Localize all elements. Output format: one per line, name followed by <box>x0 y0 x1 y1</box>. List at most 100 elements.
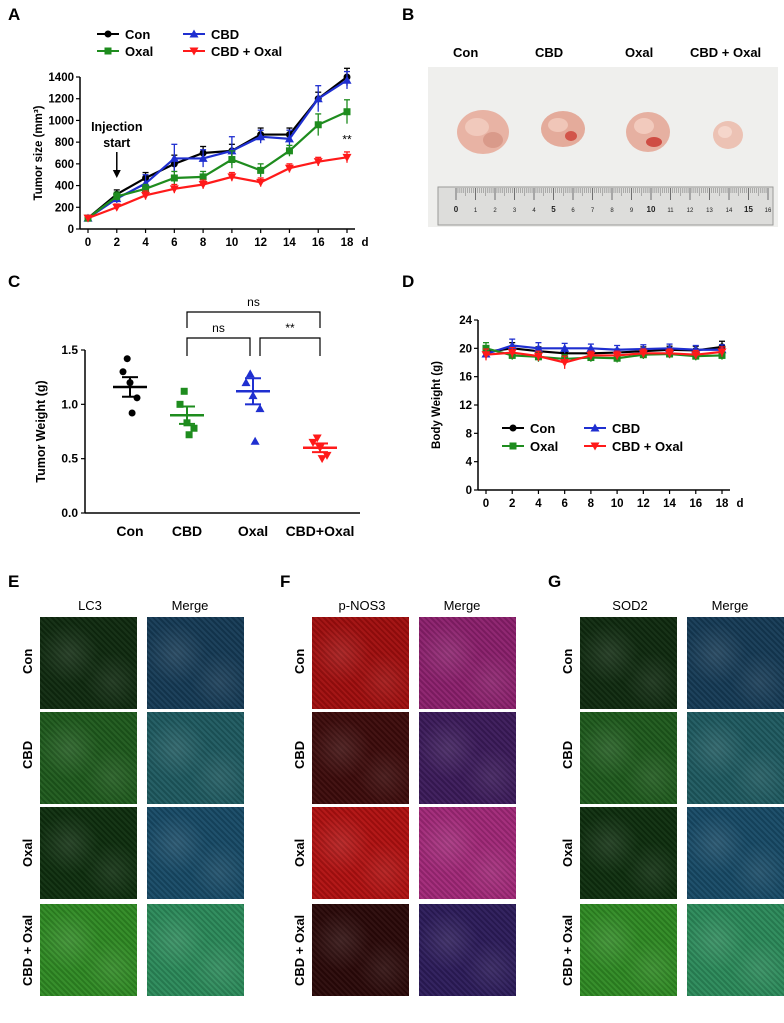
y-axis-label: Tumor Weight (g) <box>34 380 48 482</box>
series-line <box>87 76 348 219</box>
data-point <box>342 153 352 162</box>
if-merge-image <box>687 617 784 709</box>
annotation-injection: Injection <box>91 120 142 134</box>
ruler-number: 5 <box>551 205 556 214</box>
x-tick-label: 10 <box>225 237 238 249</box>
legend-label: Oxal <box>530 439 558 454</box>
x-tick-label: 16 <box>689 498 702 510</box>
data-point <box>313 158 323 167</box>
if-marker-image <box>312 617 409 709</box>
data-point <box>169 153 179 162</box>
x-tick-label: 8 <box>588 498 595 510</box>
data-point <box>481 351 491 360</box>
y-tick-label: 1400 <box>48 72 74 84</box>
data-point <box>586 351 596 360</box>
ruler-number: 14 <box>726 208 733 214</box>
photo-label-cbd-oxal: CBD + Oxal <box>690 45 762 60</box>
row-label: Con <box>292 648 307 674</box>
data-point <box>256 132 266 141</box>
y-tick-label: 24 <box>459 315 472 327</box>
data-point <box>313 94 323 103</box>
data-point <box>284 164 294 173</box>
data-point <box>257 166 265 174</box>
if-marker-image <box>580 617 677 709</box>
photo-label-cbd: CBD <box>535 45 564 60</box>
series-cbd-oxal <box>481 346 727 369</box>
if-marker-image <box>580 904 677 996</box>
series-cbd-oxal <box>83 151 352 223</box>
legend-item: Oxal <box>502 439 558 454</box>
y-axis-label: Tumor size (mm³) <box>33 105 45 200</box>
ruler-number: 4 <box>532 208 536 214</box>
data-point <box>170 174 178 182</box>
ruler-number: 12 <box>687 208 694 214</box>
legend-marker <box>509 424 517 432</box>
x-tick-label: 2 <box>509 498 515 510</box>
ruler-number: 9 <box>630 208 634 214</box>
data-point <box>560 343 570 352</box>
y-tick-label: 8 <box>466 428 473 440</box>
category-label: CBD <box>172 523 202 539</box>
row-label: CBD <box>560 740 575 769</box>
ruler-number: 8 <box>610 208 614 214</box>
data-point <box>343 108 351 116</box>
data-point <box>507 349 517 358</box>
if-merge-image <box>687 904 784 996</box>
group-cbd <box>170 387 204 439</box>
legend-item: Con <box>97 27 150 42</box>
data-point <box>141 191 151 200</box>
ruler-number: 3 <box>513 208 517 214</box>
if-marker-image <box>40 904 137 996</box>
legend-marker <box>189 29 199 38</box>
if-marker-image <box>312 904 409 996</box>
column-header-merge: Merge <box>711 598 749 613</box>
y-tick-label: 400 <box>55 181 74 193</box>
injection-arrowhead <box>112 170 121 178</box>
column-header-marker: p-NOS3 <box>338 598 386 613</box>
if-marker-image <box>40 712 137 804</box>
data-point <box>533 352 543 361</box>
column-header-merge: Merge <box>171 598 209 613</box>
data-point <box>250 436 260 445</box>
x-tick-label: 4 <box>142 237 149 249</box>
panel-letter-e: E <box>8 572 20 591</box>
data-point <box>560 359 570 367</box>
y-tick-label: 12 <box>459 400 472 412</box>
column-header-marker: LC3 <box>78 598 102 613</box>
x-tick-label: 14 <box>283 237 296 249</box>
x-tick-label: 8 <box>200 237 207 249</box>
category-label: CBD+Oxal <box>286 523 355 539</box>
if-merge-image <box>419 712 516 804</box>
data-point <box>586 343 596 352</box>
tumor-size-line-chart: 0 200 400 600 800 1000 1200 1400 0 2 4 6 8 10 12 14 16 18… <box>33 27 369 249</box>
x-tick-label: 0 <box>483 498 489 510</box>
legend-marker <box>104 47 112 55</box>
data-point <box>482 344 490 352</box>
significance-marker: ** <box>342 132 352 146</box>
if-marker-image <box>580 807 677 899</box>
if-marker-image <box>312 807 409 899</box>
series-line <box>485 350 723 364</box>
legend-marker <box>104 30 112 38</box>
if-merge-image <box>147 712 244 804</box>
data-point <box>665 349 675 358</box>
data-point <box>123 355 131 363</box>
if-merge-image <box>419 904 516 996</box>
legend-item: CBD + Oxal <box>183 44 282 59</box>
data-point <box>717 348 727 357</box>
tumor-weight-scatter-chart: 0.0 0.5 1.0 1.5 Tumor Weight (g) Con CBD Oxal CB… <box>34 295 360 539</box>
legend-item: CBD <box>183 27 239 42</box>
if-marker-image <box>312 712 409 804</box>
x-tick-label: 0 <box>85 237 91 249</box>
data-point <box>128 409 136 417</box>
row-label: Con <box>20 648 35 674</box>
y-tick-label: 0 <box>466 485 472 497</box>
row-label: Oxal <box>292 839 307 868</box>
significance-bracket <box>186 337 251 356</box>
row-label: CBD <box>20 740 35 769</box>
significance-bracket <box>259 337 321 356</box>
ruler-number: 7 <box>591 208 595 214</box>
ruler-number: 13 <box>706 208 713 214</box>
row-label: CBD + Oxal <box>20 914 35 986</box>
data-point <box>199 173 207 181</box>
